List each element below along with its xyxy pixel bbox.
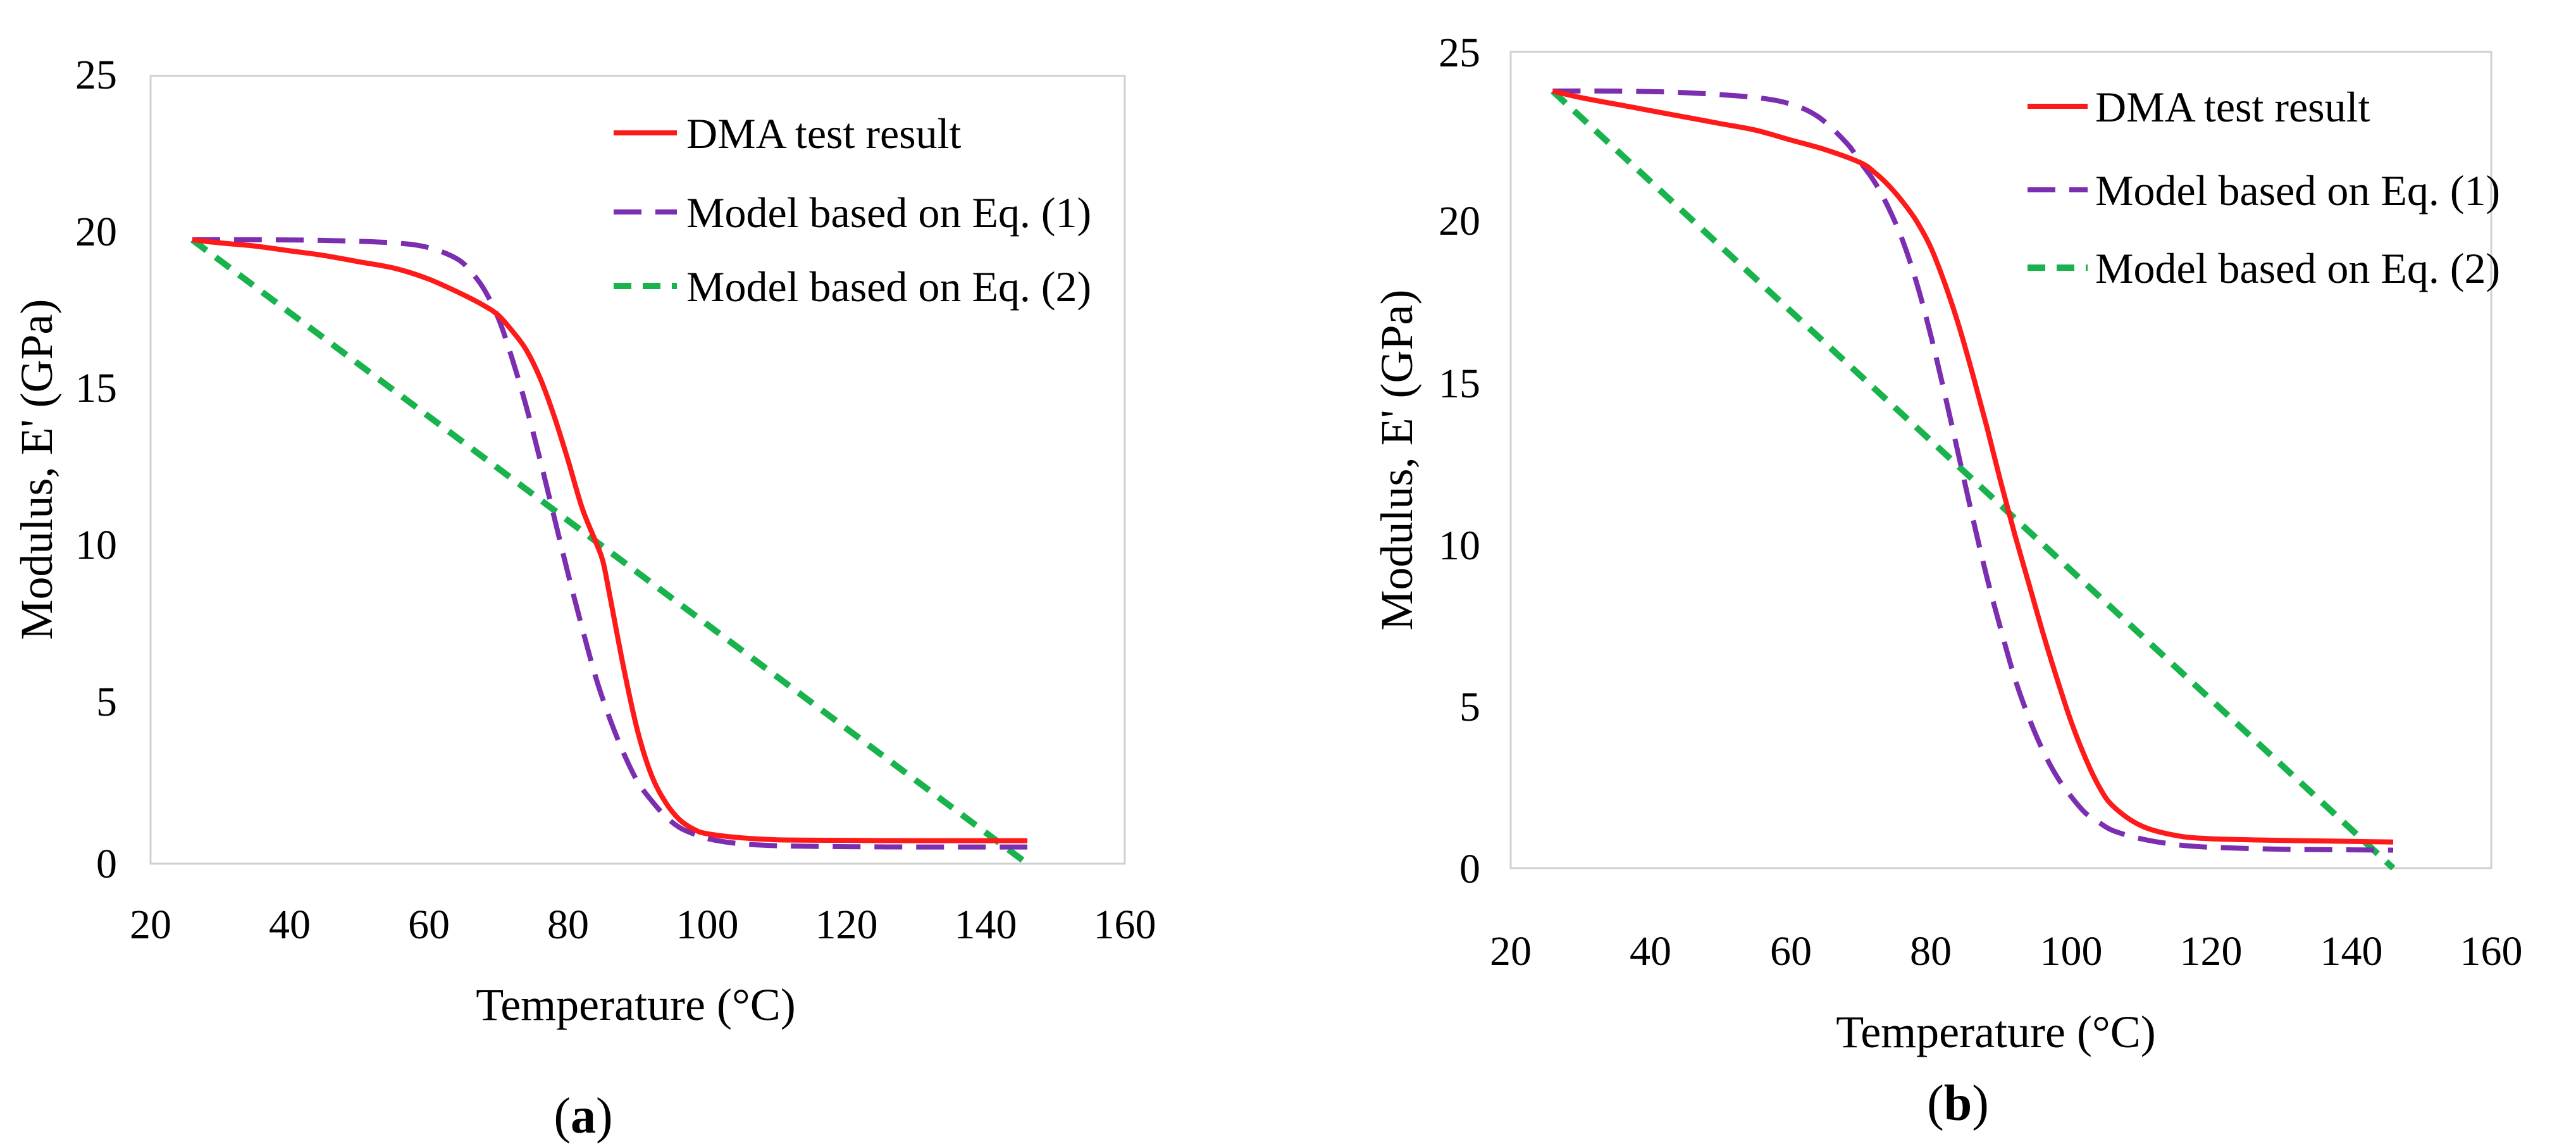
y-tick-label: 25 <box>1439 30 1480 76</box>
y-axis-label: Modulus, E' (GPa) <box>11 299 62 640</box>
x-tick-label: 160 <box>2460 928 2523 974</box>
chart-a: 0 5 10 15 20 25 20 40 60 80 100 120 140 … <box>11 52 1156 1144</box>
x-tick-label: 40 <box>269 902 311 948</box>
legend-label-eq2: Model based on Eq. (2) <box>686 263 1091 311</box>
y-tick-label: 0 <box>96 841 117 887</box>
y-tick-label: 25 <box>75 52 117 98</box>
y-tick-label: 10 <box>75 522 117 568</box>
x-tick-label: 20 <box>130 902 171 948</box>
legend-label-dma: DMA test result <box>2095 83 2370 131</box>
x-tick-label: 100 <box>2040 928 2103 974</box>
x-tick-label: 120 <box>815 902 878 948</box>
x-tick-label: 60 <box>408 902 450 948</box>
x-tick-label: 140 <box>2320 928 2383 974</box>
plot-area-frame <box>1509 51 2492 869</box>
x-axis-ticks: 20 40 60 80 100 120 140 160 <box>1490 928 2523 974</box>
series-line-eq2 <box>190 237 1029 867</box>
y-tick-label: 5 <box>1459 684 1480 730</box>
x-axis-label: Temperature (°C) <box>476 979 796 1030</box>
legend: DMA test result Model based on Eq. (1) M… <box>2028 83 2500 292</box>
legend-label-dma: DMA test result <box>686 109 962 158</box>
x-tick-label: 100 <box>676 902 739 948</box>
x-tick-label: 140 <box>955 902 1017 948</box>
chart-b: 0 5 10 15 20 25 20 40 60 80 100 120 140 … <box>1372 30 2523 1131</box>
x-axis-label: Temperature (°C) <box>1836 1007 2156 1057</box>
x-tick-label: 20 <box>1490 928 1532 974</box>
y-axis-ticks: 0 5 10 15 20 25 <box>75 52 117 887</box>
legend: DMA test result Model based on Eq. (1) M… <box>614 109 1091 311</box>
series-line-eq2 <box>1551 89 2396 871</box>
x-tick-label: 120 <box>2180 928 2243 974</box>
series-line-dma <box>192 237 1027 843</box>
x-tick-label: 40 <box>1630 928 1671 974</box>
series-line-eq1 <box>1552 88 2394 853</box>
y-tick-label: 20 <box>75 209 117 255</box>
y-tick-label: 10 <box>1439 523 1480 569</box>
legend-label-eq2: Model based on Eq. (2) <box>2095 244 2500 292</box>
x-tick-label: 60 <box>1770 928 1812 974</box>
y-tick-label: 5 <box>96 679 117 725</box>
y-tick-label: 20 <box>1439 198 1480 244</box>
legend-label-eq1: Model based on Eq. (1) <box>686 189 1091 237</box>
x-tick-label: 160 <box>1094 902 1156 948</box>
y-axis-label: Modulus, E' (GPa) <box>1372 290 1422 631</box>
x-axis-ticks: 20 40 60 80 100 120 140 160 <box>130 902 1156 948</box>
plot-area-frame <box>149 75 1126 865</box>
legend-label-eq1: Model based on Eq. (1) <box>2095 166 2500 214</box>
y-axis-ticks: 0 5 10 15 20 25 <box>1439 30 1480 892</box>
y-tick-label: 15 <box>1439 361 1480 407</box>
x-tick-label: 80 <box>547 902 589 948</box>
panel-label: (b) <box>1927 1076 1989 1131</box>
panel-label: (a) <box>554 1088 612 1144</box>
series-line-eq1 <box>192 237 1027 850</box>
y-tick-label: 0 <box>1459 846 1480 892</box>
y-tick-label: 15 <box>75 365 117 411</box>
series-line-dma <box>1552 89 2394 845</box>
x-tick-label: 80 <box>1910 928 1952 974</box>
